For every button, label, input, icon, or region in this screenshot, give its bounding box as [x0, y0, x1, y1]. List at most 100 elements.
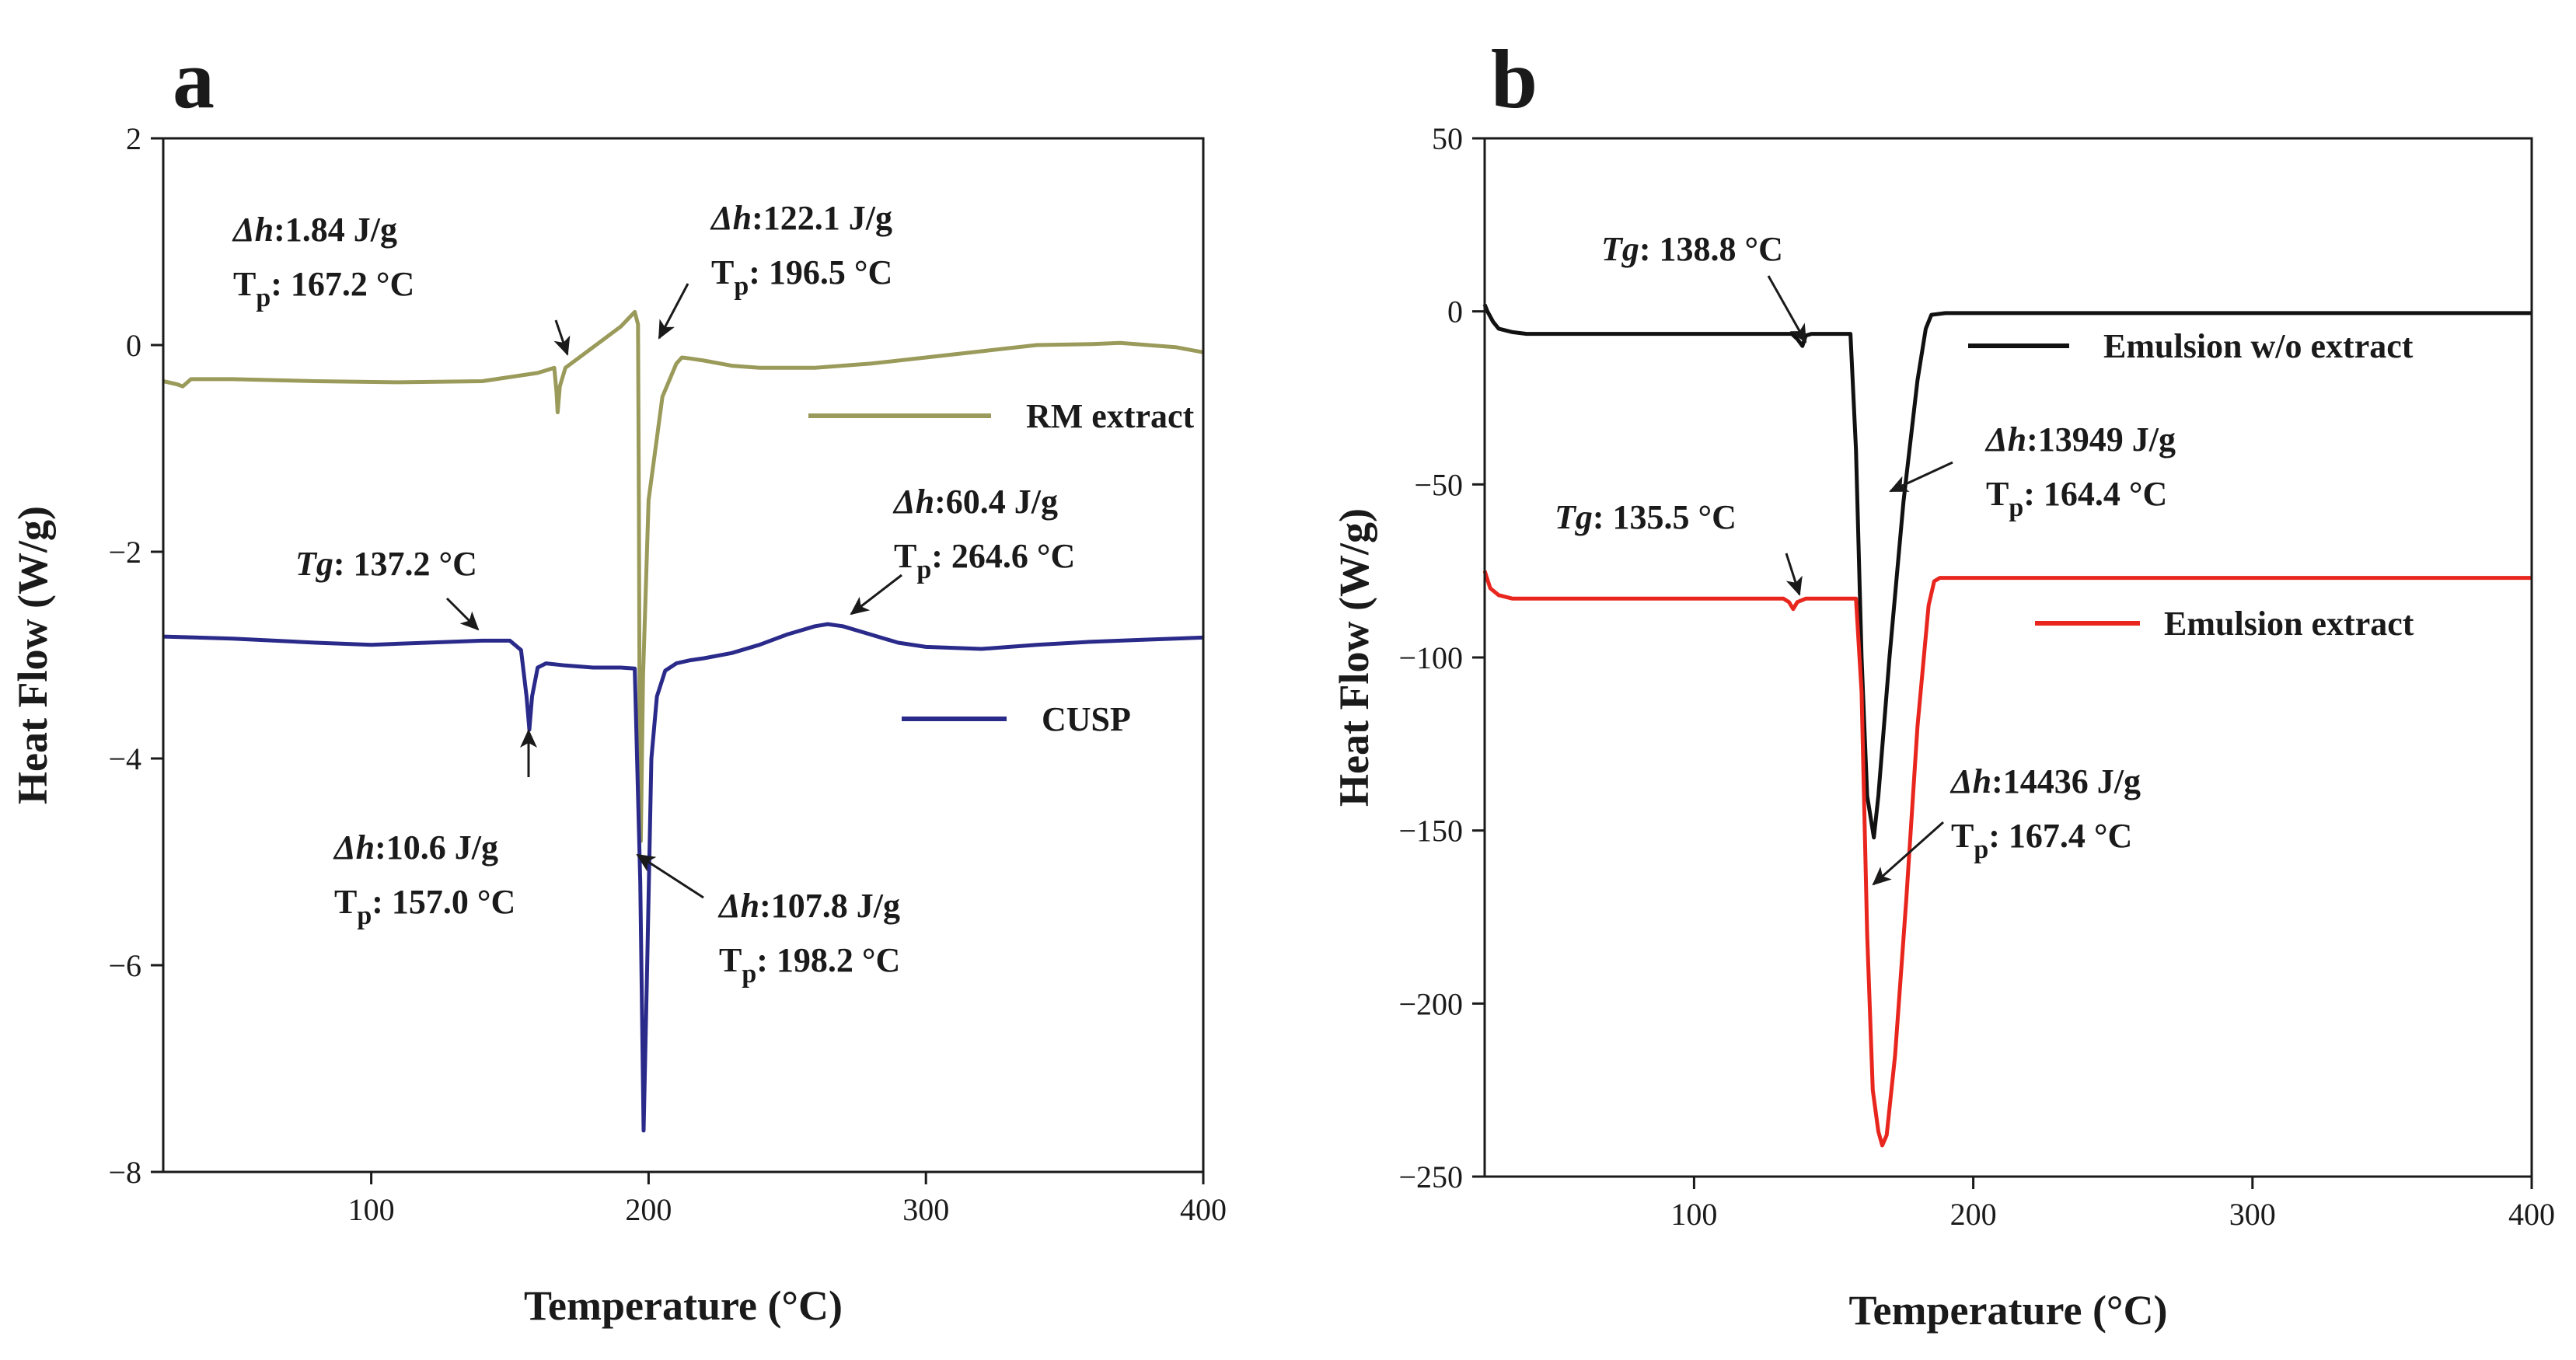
annotation-segment: Δh: [892, 483, 934, 521]
annotation: Δh:122.1 J/g Tp: 196.5 °C: [658, 199, 892, 340]
annotation-line: Tp: 167.4 °C: [1951, 817, 2132, 864]
annotation-arrow: [1785, 553, 1803, 596]
annotation-line: Tg: 137.2 °C: [295, 545, 477, 583]
annotation-segment: :10.6 J/g: [375, 828, 498, 867]
annotation: Δh:14436 J/g Tp: 167.4 °C: [1872, 762, 2141, 886]
y-tick-label: −150: [1398, 814, 1463, 849]
x-tick-label: 300: [2229, 1197, 2276, 1232]
annotation: Δh:1.84 J/g Tp: 167.2 °C: [232, 211, 571, 356]
annotation-line: Tp: 264.6 °C: [894, 537, 1075, 584]
annotation-segment: : 196.5 °C: [749, 253, 892, 291]
annotation-line: Δh:10.6 J/g: [333, 828, 498, 867]
annotation: Δh:13949 J/g Tp: 164.4 °C: [1889, 420, 2176, 522]
x-tick-label: 100: [348, 1192, 395, 1227]
y-axis-title: Heat Flow (W/g): [9, 506, 56, 804]
x-tick-label: 400: [1180, 1192, 1227, 1227]
annotation-arrow: [1889, 461, 1953, 493]
panel-a: a 100 200 300 400 2 0 −2 −4 −6 −8 Temperature (°C) H…: [9, 33, 1227, 1329]
y-tick-label: −250: [1398, 1159, 1463, 1194]
annotation-arrow: [850, 574, 902, 615]
y-tick-label: −2: [108, 535, 141, 570]
y-tick-label: −6: [108, 948, 141, 983]
legend-label: Emulsion extract: [2164, 605, 2414, 643]
annotation-line: Tp: 196.5 °C: [711, 253, 892, 301]
annotation-segment: T: [1951, 817, 1974, 855]
series-line-emulsion-extract: [1482, 570, 2532, 1148]
annotation-line: Δh:60.4 J/g: [892, 483, 1058, 521]
y-tick-label: 0: [126, 328, 141, 363]
annotation-arrow: [445, 597, 480, 631]
annotation-arrow: [636, 853, 704, 899]
annotation: Δh:60.4 J/g Tp: 264.6 °C: [850, 483, 1075, 615]
x-tick-label: 200: [625, 1192, 672, 1227]
annotation-segment: p: [256, 284, 271, 312]
y-axis-title: Heat Flow (W/g): [1331, 508, 1377, 807]
y-tick-label: −100: [1398, 640, 1463, 675]
annotation-segment: : 164.4 °C: [2023, 475, 2167, 513]
annotation-segment: T: [233, 265, 256, 303]
panel-letter-a: a: [173, 33, 215, 126]
annotation-line: Tp: 167.2 °C: [233, 265, 414, 312]
annotation-segment: :107.8 J/g: [759, 887, 900, 925]
annotation-segment: Δh: [717, 887, 759, 925]
plot-frame: [1483, 137, 2533, 1178]
annotation-line: Tp: 157.0 °C: [334, 883, 515, 930]
y-tick-label: −8: [108, 1155, 141, 1190]
annotation-segment: :122.1 J/g: [752, 199, 892, 237]
plot-frame: [162, 137, 1205, 1173]
annotation: Tg: 137.2 °C: [295, 545, 480, 631]
annotation-segment: : 198.2 °C: [756, 941, 900, 979]
series-line-rm-extract: [162, 309, 1204, 843]
annotation-segment: T: [719, 941, 742, 979]
series-line-emulsion-w-o-extract: [1482, 303, 2532, 840]
annotation-segment: p: [734, 272, 749, 301]
annotation: Δh:10.6 J/g Tp: 157.0 °C: [333, 729, 537, 930]
annotation-line: Tg: 135.5 °C: [1555, 498, 1737, 536]
annotation-segment: p: [742, 960, 756, 989]
annotation-segment: Δh: [232, 211, 274, 249]
legend-label: RM extract: [1026, 397, 1195, 435]
annotation-segment: p: [2009, 493, 2023, 522]
x-axis-title: Temperature (°C): [1848, 1287, 2167, 1334]
annotation-segment: Δh: [333, 828, 375, 867]
annotation-line: Tp: 164.4 °C: [1986, 475, 2167, 522]
annotation-segment: : 167.2 °C: [271, 265, 414, 303]
annotation-segment: Tg: [1555, 498, 1593, 536]
x-tick-label: 300: [902, 1192, 949, 1227]
annotation-segment: p: [1974, 835, 1988, 864]
annotation-arrow: [1872, 821, 1944, 886]
y-tick-label: 50: [1432, 121, 1463, 156]
y-tick-label: −200: [1398, 986, 1463, 1021]
x-tick-label: 200: [1950, 1197, 1997, 1232]
x-tick-label: 100: [1670, 1197, 1717, 1232]
annotation-arrow: [658, 283, 689, 340]
y-tick-label: −4: [108, 741, 141, 776]
annotation-segment: T: [1986, 475, 2009, 513]
annotation-line: Tg: 138.8 °C: [1601, 230, 1783, 268]
annotation-line: Δh:107.8 J/g: [717, 887, 900, 925]
annotation-segment: T: [334, 883, 357, 921]
annotation-segment: Tg: [295, 545, 333, 583]
annotation-line: Δh:14436 J/g: [1949, 762, 2141, 800]
annotation-segment: : 135.5 °C: [1593, 498, 1737, 536]
annotation-segment: : 137.2 °C: [333, 545, 477, 583]
annotation-segment: :13949 J/g: [2026, 420, 2176, 459]
annotation-segment: Tg: [1601, 230, 1639, 268]
y-tick-label: −50: [1414, 467, 1463, 502]
annotation-segment: T: [711, 253, 734, 291]
y-tick-label: 0: [1447, 295, 1463, 330]
annotation-segment: Δh: [710, 199, 752, 237]
annotation-arrow: [553, 319, 571, 356]
y-tick-label: 2: [126, 121, 141, 156]
annotation-segment: Δh: [1984, 420, 2026, 459]
x-tick-label: 400: [2508, 1197, 2555, 1232]
annotation-line: Tp: 198.2 °C: [719, 941, 900, 989]
annotation: Tg: 138.8 °C: [1601, 230, 1807, 343]
annotation-segment: Δh: [1949, 762, 1991, 800]
annotation-segment: p: [916, 556, 931, 584]
annotation-line: Δh:13949 J/g: [1984, 420, 2176, 459]
annotation-segment: : 157.0 °C: [372, 883, 515, 921]
annotation-arrow: [1767, 275, 1807, 343]
